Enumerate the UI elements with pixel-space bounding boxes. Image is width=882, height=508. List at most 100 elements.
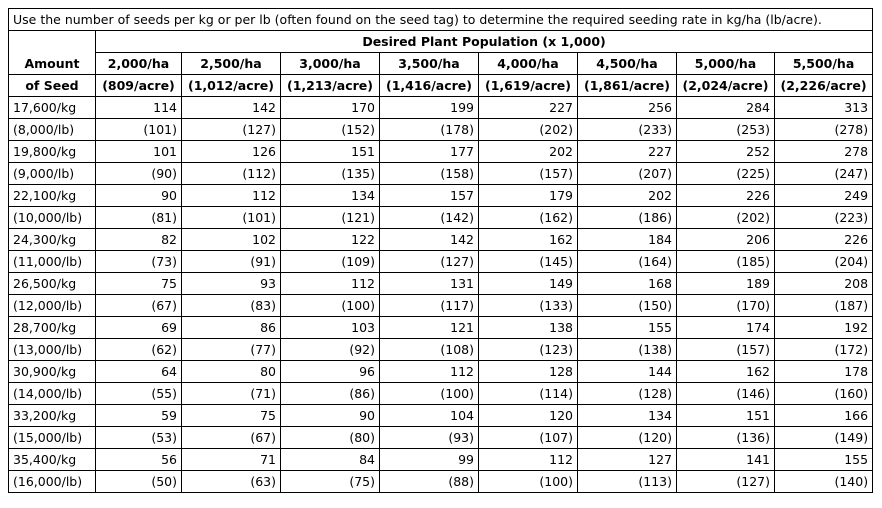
rate-kg-ha: 121 [379, 316, 479, 339]
rate-lb-acre: (81) [95, 206, 182, 229]
column-header-acre: (2,226/acre) [773, 74, 874, 97]
rate-lb-acre: (100) [478, 470, 578, 493]
rate-lb-acre: (112) [181, 162, 281, 185]
column-header-ha: 2,500/ha [181, 52, 281, 75]
population-header: Desired Plant Population (x 1,000) [94, 30, 874, 53]
rate-kg-ha: 155 [577, 316, 677, 339]
rate-kg-ha: 249 [773, 184, 874, 207]
seed-amount-lb: (13,000/lb) [8, 338, 96, 361]
rate-lb-acre: (142) [379, 206, 479, 229]
rate-kg-ha: 168 [577, 272, 677, 295]
table-row: (13,000/lb) (62) (77) (92) (108) (123) (138) (1… [8, 338, 874, 361]
rate-lb-acre: (160) [773, 382, 874, 405]
column-header-ha: 5,000/ha [676, 52, 775, 75]
rate-lb-acre: (107) [478, 426, 578, 449]
rate-kg-ha: 122 [280, 228, 380, 251]
column-header-ha: 2,000/ha [95, 52, 182, 75]
rate-kg-ha: 256 [577, 96, 677, 119]
rate-kg-ha: 112 [181, 184, 281, 207]
rate-lb-acre: (93) [379, 426, 479, 449]
rate-kg-ha: 278 [773, 140, 874, 163]
rate-lb-acre: (202) [676, 206, 775, 229]
table-row: (14,000/lb) (55) (71) (86) (100) (114) (128) (1… [8, 382, 874, 405]
amount-header-line2: of Seed [8, 74, 96, 97]
rate-kg-ha: 59 [95, 404, 182, 427]
rate-kg-ha: 226 [676, 184, 775, 207]
rate-kg-ha: 170 [280, 96, 380, 119]
rate-lb-acre: (170) [676, 294, 775, 317]
rate-kg-ha: 177 [379, 140, 479, 163]
rate-kg-ha: 149 [478, 272, 578, 295]
seed-amount-lb: (10,000/lb) [8, 206, 96, 229]
rate-kg-ha: 144 [577, 360, 677, 383]
rate-lb-acre: (140) [773, 470, 874, 493]
column-header-acre: (2,024/acre) [676, 74, 775, 97]
rate-kg-ha: 112 [379, 360, 479, 383]
rate-kg-ha: 174 [676, 316, 775, 339]
column-header-ha: 3,000/ha [280, 52, 380, 75]
column-header-acre: (1,619/acre) [478, 74, 578, 97]
rate-kg-ha: 103 [280, 316, 380, 339]
rate-lb-acre: (73) [95, 250, 182, 273]
rate-lb-acre: (145) [478, 250, 578, 273]
rate-kg-ha: 206 [676, 228, 775, 251]
rate-kg-ha: 75 [95, 272, 182, 295]
rate-lb-acre: (88) [379, 470, 479, 493]
column-header-acre: (1,861/acre) [577, 74, 677, 97]
rate-lb-acre: (80) [280, 426, 380, 449]
rate-lb-acre: (223) [773, 206, 874, 229]
rate-kg-ha: 112 [478, 448, 578, 471]
rate-kg-ha: 71 [181, 448, 281, 471]
rate-lb-acre: (90) [95, 162, 182, 185]
rate-kg-ha: 80 [181, 360, 281, 383]
seed-amount-lb: (12,000/lb) [8, 294, 96, 317]
rate-lb-acre: (150) [577, 294, 677, 317]
column-header-ha: 4,000/ha [478, 52, 578, 75]
rate-lb-acre: (127) [379, 250, 479, 273]
rate-lb-acre: (204) [773, 250, 874, 273]
rate-lb-acre: (157) [676, 338, 775, 361]
rate-lb-acre: (100) [280, 294, 380, 317]
rate-lb-acre: (178) [379, 118, 479, 141]
rate-lb-acre: (67) [95, 294, 182, 317]
rate-lb-acre: (127) [676, 470, 775, 493]
rate-lb-acre: (121) [280, 206, 380, 229]
table-row: (10,000/lb) (81) (101) (121) (142) (162) (186)… [8, 206, 874, 229]
amount-header-line1: Amount [8, 52, 96, 75]
rate-lb-acre: (207) [577, 162, 677, 185]
rate-lb-acre: (172) [773, 338, 874, 361]
seed-amount-kg: 24,300/kg [8, 228, 96, 251]
rate-kg-ha: 189 [676, 272, 775, 295]
table-row: (15,000/lb) (53) (67) (80) (93) (107) (120) (13… [8, 426, 874, 449]
rate-kg-ha: 162 [478, 228, 578, 251]
column-header-acre: (1,213/acre) [280, 74, 380, 97]
rate-lb-acre: (117) [379, 294, 479, 317]
rate-lb-acre: (138) [577, 338, 677, 361]
rate-lb-acre: (109) [280, 250, 380, 273]
rate-kg-ha: 208 [773, 272, 874, 295]
rate-kg-ha: 82 [95, 228, 182, 251]
table-row: 35,400/kg 56 71 84 99 112 127 141 155 [8, 448, 874, 471]
rate-lb-acre: (149) [773, 426, 874, 449]
seed-amount-lb: (15,000/lb) [8, 426, 96, 449]
rate-lb-acre: (113) [577, 470, 677, 493]
seed-amount-kg: 33,200/kg [8, 404, 96, 427]
rate-kg-ha: 134 [577, 404, 677, 427]
seed-amount-lb: (8,000/lb) [8, 118, 96, 141]
rate-kg-ha: 142 [181, 96, 281, 119]
rate-lb-acre: (114) [478, 382, 578, 405]
rate-lb-acre: (101) [95, 118, 182, 141]
rate-kg-ha: 134 [280, 184, 380, 207]
seed-amount-kg: 35,400/kg [8, 448, 96, 471]
rate-lb-acre: (164) [577, 250, 677, 273]
rate-kg-ha: 313 [773, 96, 874, 119]
rate-kg-ha: 127 [577, 448, 677, 471]
rate-kg-ha: 64 [95, 360, 182, 383]
column-header-acre: (1,012/acre) [181, 74, 281, 97]
rate-kg-ha: 151 [280, 140, 380, 163]
rate-lb-acre: (91) [181, 250, 281, 273]
rate-kg-ha: 112 [280, 272, 380, 295]
column-header-acre: (1,416/acre) [379, 74, 479, 97]
table-row: 33,200/kg 59 75 90 104 120 134 151 166 [8, 404, 874, 427]
table-row: 26,500/kg 75 93 112 131 149 168 189 208 [8, 272, 874, 295]
